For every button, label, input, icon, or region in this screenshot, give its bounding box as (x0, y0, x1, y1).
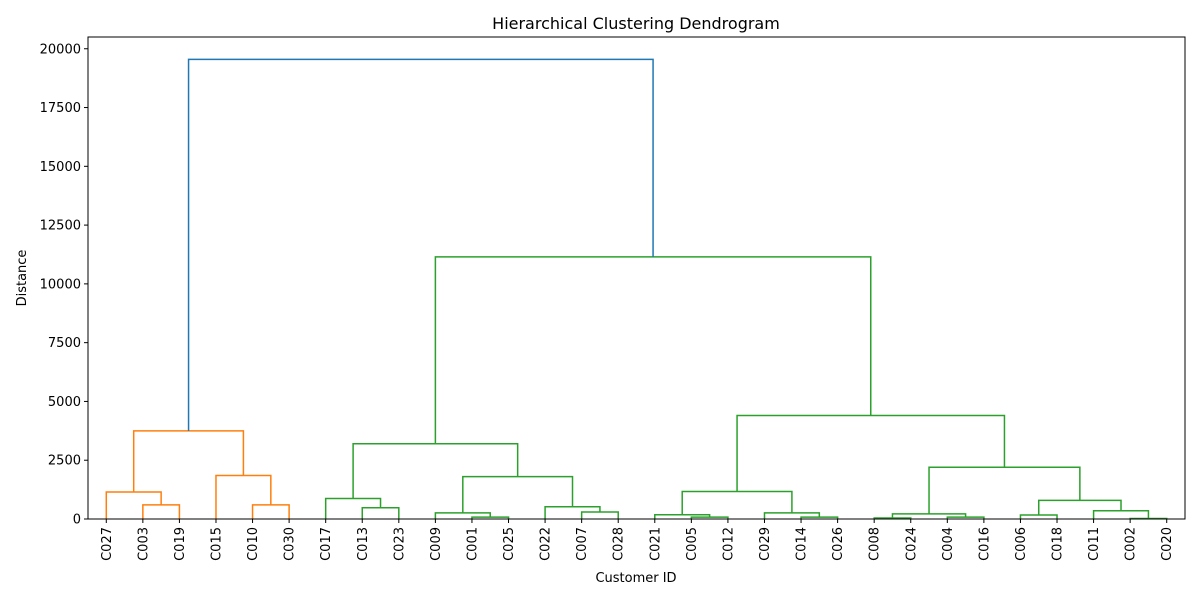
link-m13 (352, 443, 519, 499)
x-tick-label-c023: C023 (392, 527, 407, 561)
x-tick-label-c013: C013 (356, 527, 371, 561)
y-tick-label: 15000 (40, 160, 81, 175)
x-tick-label-c022: C022 (539, 527, 554, 561)
link-m2 (105, 491, 162, 519)
link-m27 (736, 414, 1006, 492)
y-axis-ticks: 0 2500 5000 7500 10000 12500 15000 17500 20000 (40, 42, 88, 528)
x-tick-label-c004: C004 (941, 527, 956, 561)
plot-frame (87, 36, 1186, 520)
x-tick-label-c005: C005 (685, 527, 700, 561)
y-axis-label: Distance (15, 250, 30, 307)
x-tick-label-c017: C017 (319, 527, 334, 561)
link-m22 (1019, 514, 1058, 519)
y-tick-label: 20000 (40, 42, 81, 57)
x-tick-label-c015: C015 (209, 527, 224, 561)
link-m18 (681, 490, 793, 515)
link-m7 (324, 497, 382, 519)
x-tick-label-c014: C014 (795, 527, 810, 561)
x-tick-label-c029: C029 (758, 527, 773, 561)
y-tick-label: 10000 (40, 277, 81, 292)
dendrogram-links (105, 58, 1168, 520)
y-tick-label: 7500 (48, 336, 81, 351)
link-m15 (654, 514, 711, 519)
link-m29 (187, 58, 654, 431)
x-tick-label-c010: C010 (246, 527, 261, 561)
x-tick-label-c008: C008 (868, 527, 883, 561)
x-tick-label-c025: C025 (502, 527, 517, 561)
x-tick-label-c012: C012 (721, 527, 736, 561)
x-tick-label-c011: C011 (1087, 527, 1102, 561)
link-m6 (361, 506, 400, 519)
link-m4 (215, 474, 272, 519)
y-tick-label: 0 (73, 513, 81, 528)
x-tick-label-c002: C002 (1124, 527, 1139, 561)
x-axis-ticks: C027 C003 C019 C015 C010 C030 C017 C013 C023 C009… (100, 519, 1175, 561)
link-m11 (544, 506, 601, 519)
link-m5 (132, 430, 245, 492)
x-tick-label-c006: C006 (1014, 527, 1029, 561)
x-tick-label-c001: C001 (465, 527, 480, 561)
x-tick-label-c019: C019 (173, 527, 188, 561)
link-m1 (142, 504, 181, 519)
y-tick-label: 2500 (48, 454, 81, 469)
link-m26 (928, 466, 1081, 514)
x-tick-label-c018: C018 (1051, 527, 1066, 561)
y-tick-label: 12500 (40, 219, 81, 234)
link-m3 (251, 504, 290, 519)
x-tick-label-c030: C030 (283, 527, 298, 561)
x-axis-label: Customer ID (595, 571, 676, 586)
link-m10 (580, 511, 619, 519)
x-tick-label-c020: C020 (1160, 527, 1175, 561)
x-tick-label-c021: C021 (648, 527, 663, 561)
x-tick-label-c009: C009 (429, 527, 444, 561)
x-tick-label-c016: C016 (977, 527, 992, 561)
link-m25 (1037, 499, 1122, 516)
y-tick-label: 17500 (40, 101, 81, 116)
link-m24 (1092, 510, 1150, 519)
link-m17 (763, 512, 821, 519)
x-tick-label-c007: C007 (575, 527, 590, 561)
y-tick-label: 5000 (48, 395, 81, 410)
x-tick-label-c027: C027 (100, 527, 115, 561)
x-tick-label-c028: C028 (612, 527, 627, 561)
chart-title: Hierarchical Clustering Dendrogram (492, 14, 780, 33)
x-tick-label-c026: C026 (831, 527, 846, 561)
x-tick-label-c024: C024 (904, 527, 919, 561)
x-tick-label-c003: C003 (136, 527, 151, 561)
link-m9 (434, 512, 491, 519)
